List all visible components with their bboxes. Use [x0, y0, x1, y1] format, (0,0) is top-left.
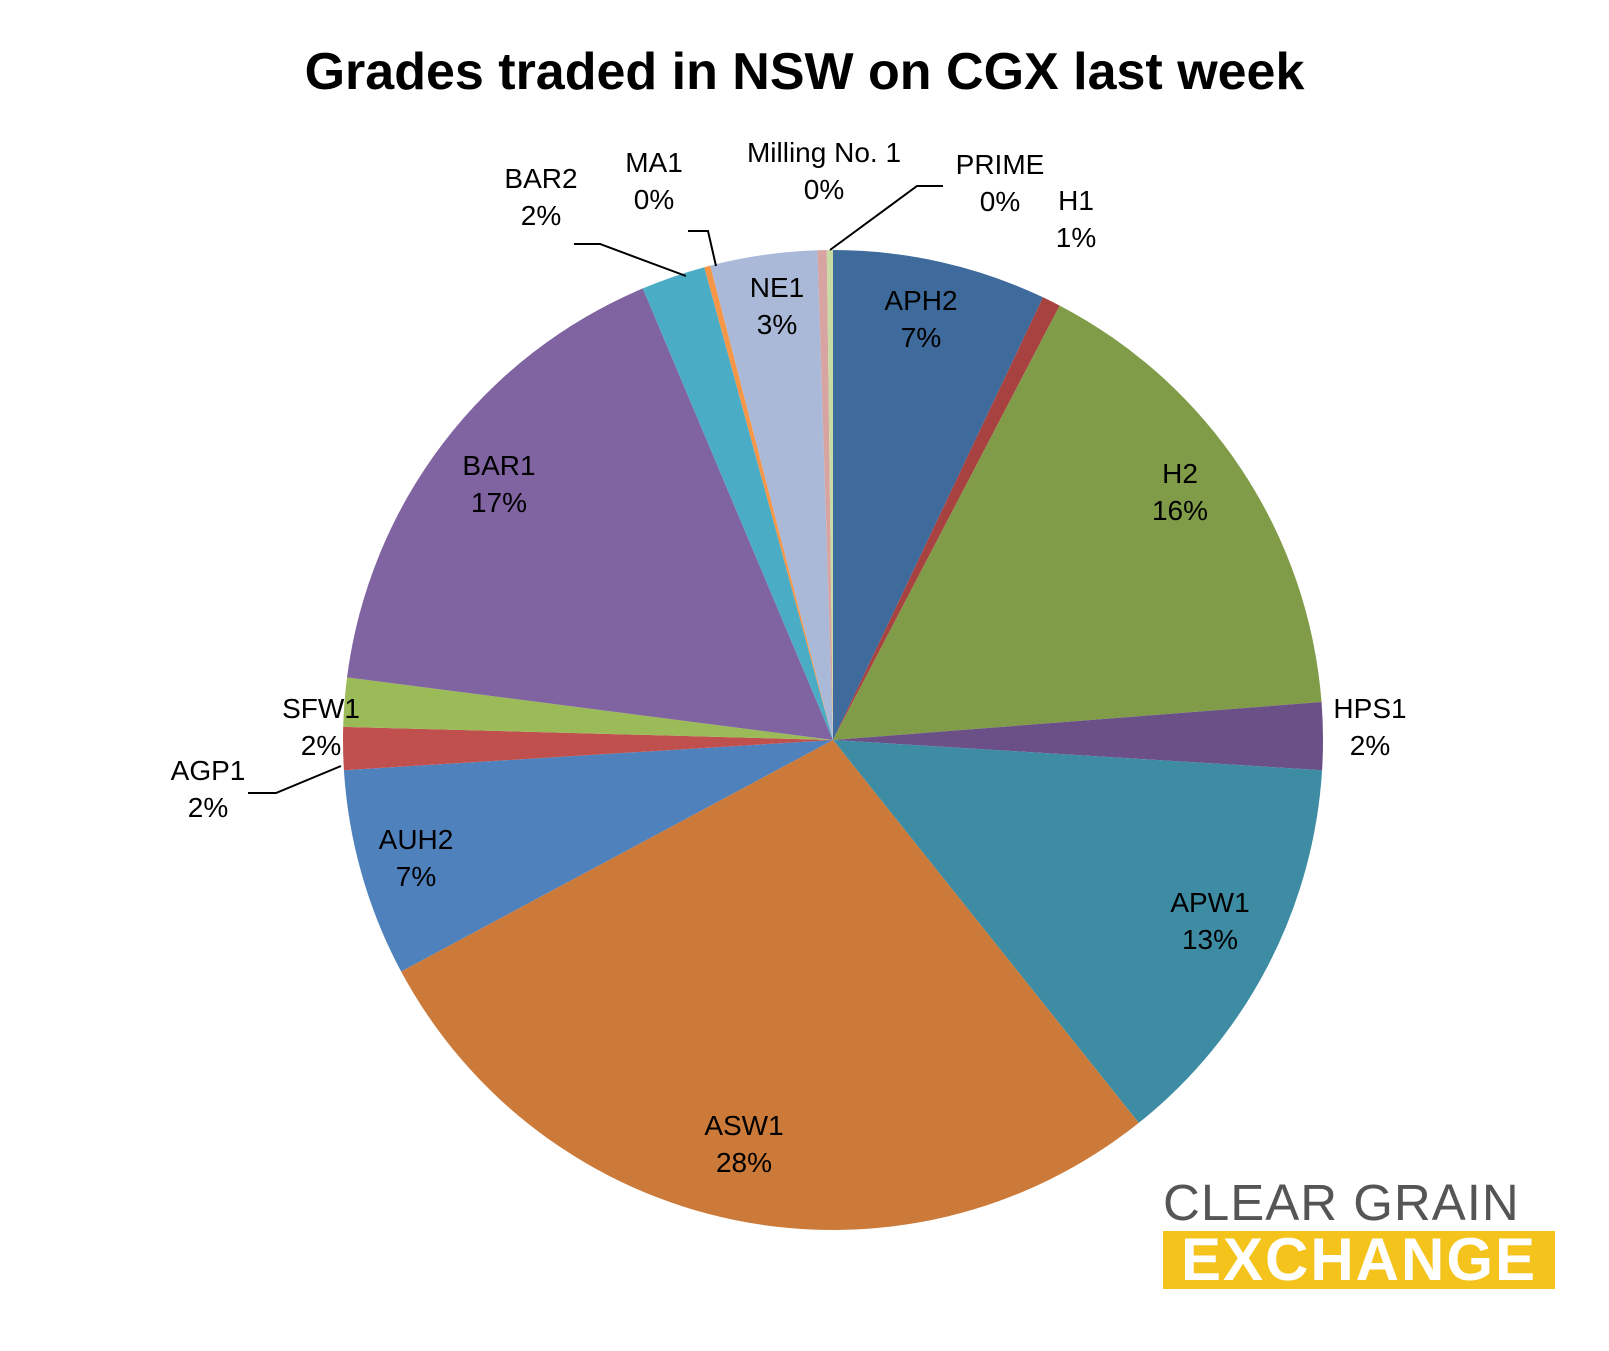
pie-slice-h2 [833, 305, 1322, 740]
slice-labels: APH2 7%H1 1%H2 16%HPS1 2%APW1 13%ASW1 28%AUH2 7… [171, 137, 1407, 1178]
slice-label-percent: 2% [188, 792, 228, 823]
slice-label-percent: 28% [716, 1147, 772, 1178]
slice-label: H1 1% [1056, 185, 1096, 253]
slice-label-name: ASW1 [704, 1110, 783, 1141]
slice-label: MA1 0% [625, 147, 683, 215]
slice-label: AGP1 2% [171, 755, 246, 823]
slice-label-percent: 2% [301, 730, 341, 761]
pie-slice-apw1 [833, 740, 1323, 1123]
slice-label-percent: 7% [901, 322, 941, 353]
leader-line [574, 243, 687, 277]
leader-line [829, 185, 943, 251]
slice-label: APW1 13% [1170, 887, 1249, 955]
slice-label: ASW1 28% [704, 1110, 783, 1178]
pie-slice-ne1 [710, 250, 833, 740]
pie-slice-sfw1 [343, 677, 833, 740]
pie-slice-prime [826, 250, 833, 740]
slice-label-percent: 0% [980, 186, 1020, 217]
pie-slice-milling-no-1 [817, 250, 833, 741]
slice-label-name: APH2 [884, 285, 957, 316]
chart-title: Grades traded in NSW on CGX last week [304, 43, 1305, 101]
slice-label: Milling No. 1 0% [747, 137, 901, 205]
slice-label-name: MA1 [625, 147, 683, 178]
slice-label: H2 16% [1152, 458, 1208, 526]
slice-label: SFW1 2% [282, 693, 360, 761]
slice-label-percent: 0% [634, 184, 674, 215]
slice-label-name: AGP1 [171, 755, 246, 786]
pie-slice-bar2 [642, 267, 833, 740]
pie-slice-h1 [833, 297, 1060, 740]
pie-slice-asw1 [401, 740, 1139, 1230]
leader-line [248, 765, 342, 794]
clear-grain-exchange-logo: CLEAR GRAIN EXCHANGE [1163, 1175, 1555, 1289]
pie-slice-hps1 [833, 702, 1324, 771]
slice-label-name: HPS1 [1333, 693, 1406, 724]
slice-label-name: NE1 [750, 272, 804, 303]
slice-label: AUH2 7% [379, 824, 454, 892]
slice-label: BAR2 2% [504, 163, 577, 231]
logo-line-1: CLEAR GRAIN [1163, 1174, 1520, 1231]
slice-label-name: PRIME [956, 149, 1045, 180]
logo-line-2: EXCHANGE [1163, 1231, 1555, 1289]
slice-label-percent: 16% [1152, 495, 1208, 526]
pie-slice-agp1 [343, 726, 833, 771]
slice-label-percent: 13% [1182, 924, 1238, 955]
slice-label-name: SFW1 [282, 693, 360, 724]
pie-slice-bar1 [347, 288, 833, 740]
slice-label-percent: 17% [471, 487, 527, 518]
slice-label-name: H1 [1058, 185, 1094, 216]
pie-slice-auh2 [343, 740, 833, 972]
slice-label-name: BAR1 [462, 450, 535, 481]
slice-label: NE1 3% [750, 272, 804, 340]
slice-label: APH2 7% [884, 285, 957, 353]
slice-label-name: BAR2 [504, 163, 577, 194]
slice-label-name: H2 [1162, 458, 1198, 489]
slice-label-percent: 2% [1350, 730, 1390, 761]
leader-line [688, 230, 717, 267]
pie-slices [343, 250, 1324, 1230]
slice-label-percent: 2% [521, 200, 561, 231]
slice-label-percent: 1% [1056, 222, 1096, 253]
leader-lines [248, 185, 943, 794]
slice-label: PRIME 0% [956, 149, 1045, 217]
slice-label-percent: 0% [804, 174, 844, 205]
pie-slice-ma1 [704, 265, 833, 740]
slice-label: HPS1 2% [1333, 693, 1406, 761]
slice-label-name: Milling No. 1 [747, 137, 901, 168]
pie-slice-aph2 [833, 250, 1044, 740]
slice-label-name: AUH2 [379, 824, 454, 855]
slice-label-name: APW1 [1170, 887, 1249, 918]
slice-label-percent: 3% [757, 309, 797, 340]
slice-label-percent: 7% [396, 861, 436, 892]
slice-label: BAR1 17% [462, 450, 535, 518]
